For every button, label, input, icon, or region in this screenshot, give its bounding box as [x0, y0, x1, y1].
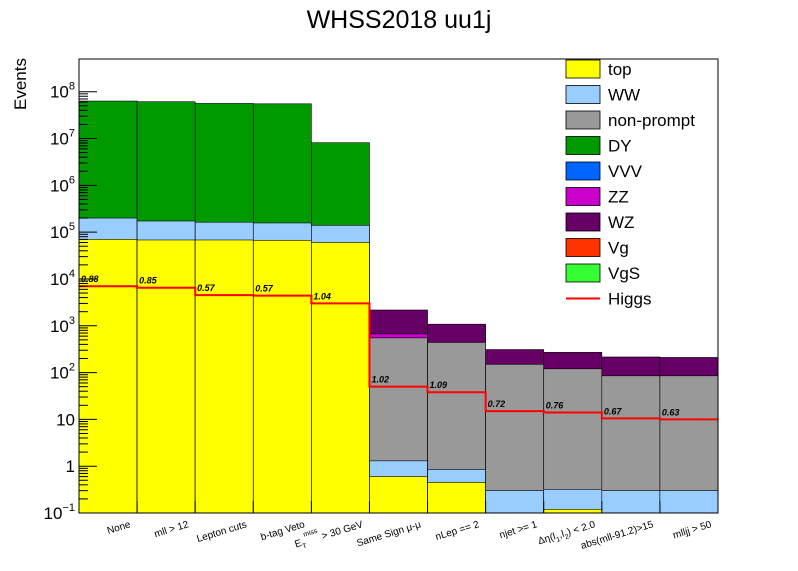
legend-swatch-top — [565, 59, 601, 79]
legend-swatch-WZ — [565, 212, 601, 232]
legend-swatch-ZZ — [565, 187, 601, 206]
legend-swatch-VVV — [565, 161, 601, 181]
higgs-ratio-label: 0.72 — [488, 399, 506, 409]
legend-label-WW: WW — [608, 86, 640, 105]
higgs-ratio-label: 0.63 — [662, 407, 680, 417]
legend-label-VVV: VVV — [608, 162, 643, 181]
y-tick-label: 106 — [50, 174, 75, 195]
higgs-ratio-label: 0.57 — [255, 284, 274, 294]
legend-label-DY: DY — [608, 137, 632, 156]
higgs-ratio-label: 0.67 — [604, 406, 623, 416]
y-tick-label: 104 — [50, 268, 75, 289]
legend-label-WZ: WZ — [608, 213, 634, 232]
higgs-ratio-label: 0.76 — [546, 401, 565, 411]
bar-top-4 — [311, 242, 370, 514]
bar-top-2 — [194, 239, 254, 514]
y-tick-label: 10−1 — [44, 502, 75, 523]
y-tick-label: 105 — [50, 221, 75, 242]
y-tick-label: 1 — [66, 457, 75, 476]
higgs-ratio-label: 0.57 — [197, 283, 216, 293]
legend-label-Higgs: Higgs — [608, 290, 651, 309]
higgs-ratio-label: 0.85 — [139, 276, 158, 286]
bar-top-3 — [252, 239, 312, 514]
bar-non-prompt-8 — [543, 368, 603, 514]
bar-top-0 — [78, 239, 138, 514]
bar-stacks — [78, 100, 719, 514]
legend: top WW non-prompt DY VVV ZZ WZ Vg VgS Higgs — [565, 59, 695, 309]
bar-WW-10 — [659, 490, 719, 514]
y-tick-label: 103 — [50, 315, 75, 336]
bar-top-6 — [427, 482, 486, 514]
bar-non-prompt-9 — [601, 375, 661, 514]
y-tick-label: 107 — [50, 128, 75, 149]
higgs-ratio-label: 1.02 — [371, 375, 389, 385]
bar-WW-9 — [601, 490, 661, 514]
chart-title: WHSS2018 uu1j — [307, 6, 492, 34]
higgs-ratio-label: 1.09 — [430, 380, 448, 390]
y-axis-label: Events — [11, 58, 30, 110]
legend-swatch-non-prompt — [565, 110, 601, 130]
legend-label-top: top — [608, 60, 632, 79]
bar-top-8 — [543, 508, 603, 514]
legend-swatch-DY — [565, 136, 601, 155]
bar-non-prompt-7 — [485, 363, 545, 514]
legend-swatch-WW — [565, 85, 601, 104]
higgs-line — [79, 285, 718, 421]
higgs-ratio-label: 1.04 — [313, 291, 331, 301]
bar-top-1 — [136, 239, 196, 514]
y-axis: 10−1 1 10 102 103 104 105 106 107 108 — [44, 81, 97, 523]
bar-top-5 — [369, 476, 428, 514]
legend-label-non-prompt: non-prompt — [608, 111, 695, 130]
y-tick-label: 102 — [50, 362, 75, 383]
bar-WW-7 — [485, 490, 545, 514]
y-tick-label: 108 — [50, 81, 75, 102]
legend-label-Vg: Vg — [608, 239, 629, 258]
legend-swatch-VgS — [565, 263, 601, 283]
y-tick-label: 10 — [56, 410, 75, 429]
bar-non-prompt-10 — [659, 375, 719, 514]
legend-swatch-Vg — [565, 238, 601, 257]
legend-label-VgS: VgS — [608, 264, 640, 283]
legend-label-ZZ: ZZ — [608, 188, 629, 207]
